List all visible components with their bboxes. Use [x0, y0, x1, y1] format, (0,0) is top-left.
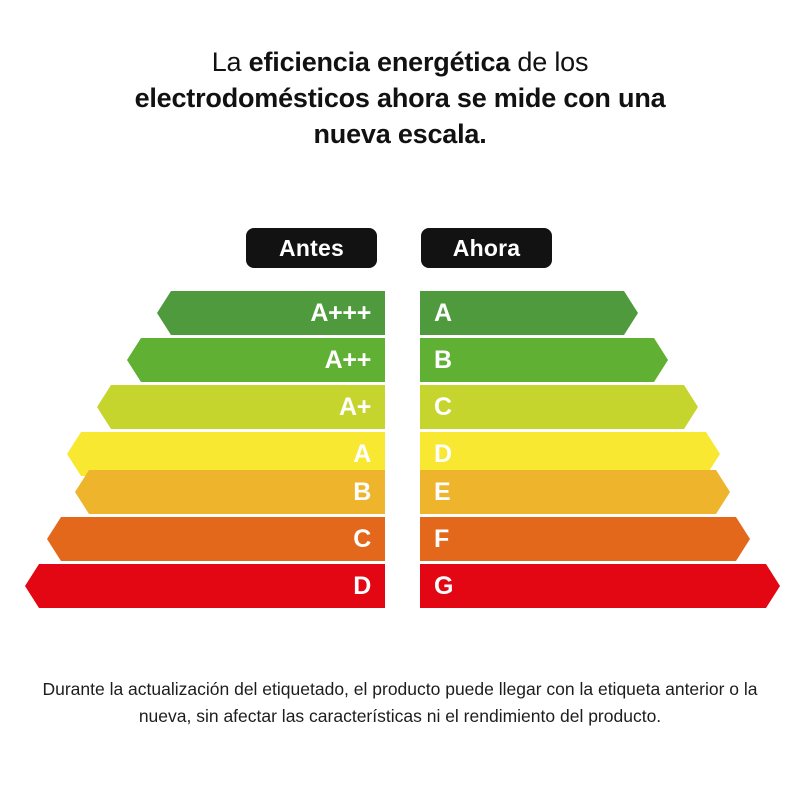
bar-arrow-shape [47, 517, 385, 561]
scale-antes: A+++ A++ A+ A B C D [0, 288, 400, 608]
energy-class-bar-d: D [25, 564, 385, 608]
energy-class-label: D [434, 439, 452, 468]
scale-headers: Antes Ahora [0, 228, 800, 272]
bar-arrow-shape [75, 470, 385, 514]
bar-arrow-shape [420, 432, 720, 476]
badge-ahora: Ahora [421, 228, 552, 268]
energy-class-bar-aplus: A+ [97, 385, 385, 429]
energy-class-label: G [434, 571, 454, 600]
energy-class-label: A+++ [310, 298, 371, 327]
badge-antes: Antes [246, 228, 377, 268]
energy-class-bar-d: D [420, 432, 720, 476]
energy-class-label: C [434, 392, 452, 421]
energy-class-label: A [353, 439, 371, 468]
headline-line-2: electrodomésticos ahora se mide con una [134, 83, 666, 113]
energy-class-label: B [434, 345, 452, 374]
energy-class-bar-b: B [75, 470, 385, 514]
energy-class-label: A+ [338, 392, 371, 421]
footnote: Durante la actualización del etiquetado,… [42, 679, 758, 726]
energy-class-bar-c: C [47, 517, 385, 561]
headline-plain-a: La [211, 47, 249, 77]
energy-class-bar-g: G [420, 564, 780, 608]
bar-arrow-shape [420, 385, 698, 429]
bar-arrow-shape [127, 338, 385, 382]
energy-class-label: B [353, 477, 371, 506]
bar-arrow-shape [420, 470, 730, 514]
headline-line-3: nueva escala. [313, 119, 487, 149]
headline-line-1: La eficiencia energética de los [212, 47, 589, 77]
bar-arrow-shape [420, 517, 750, 561]
bar-arrow-shape [420, 564, 780, 608]
energy-class-bar-a: A [67, 432, 385, 476]
energy-class-label: A [434, 298, 452, 327]
energy-class-bar-f: F [420, 517, 750, 561]
bar-arrow-shape [25, 564, 385, 608]
headline-bold: eficiencia energética [248, 47, 511, 77]
energy-class-bar-e: E [420, 470, 730, 514]
energy-class-label: C [353, 524, 371, 553]
energy-class-label: D [353, 571, 371, 600]
bar-arrow-shape [420, 338, 668, 382]
headline-plain-b: de los [510, 47, 589, 77]
energy-class-label: E [434, 477, 451, 506]
energy-class-label: A++ [324, 345, 372, 374]
bar-arrow-shape [97, 385, 385, 429]
bar-arrow-shape [67, 432, 385, 476]
energy-class-bar-aplusplus: A++ [127, 338, 385, 382]
page-title: La eficiencia energética de los electrod… [0, 44, 800, 152]
bar-arrow-shape [420, 291, 638, 335]
energy-class-bar-a: A [420, 291, 638, 335]
bar-arrow-shape [157, 291, 385, 335]
energy-class-bar-c: C [420, 385, 698, 429]
energy-class-bar-b: B [420, 338, 668, 382]
energy-class-bar-aplusplusplus: A+++ [157, 291, 385, 335]
energy-class-label: F [434, 524, 449, 553]
